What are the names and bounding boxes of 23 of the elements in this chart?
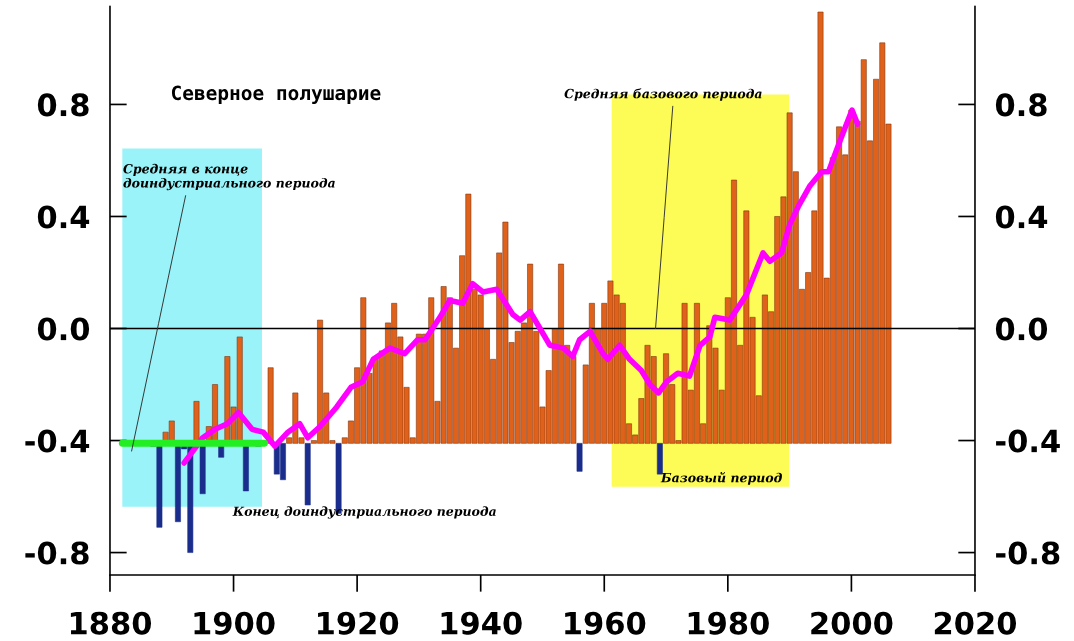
y-tick-label: 0.0 [37, 317, 90, 341]
x-tick-label: 2020 [934, 611, 1017, 635]
annotation: Средняя в конце доиндустриального периода [123, 163, 335, 191]
x-tick-label: 1920 [318, 611, 399, 635]
annotation: Базовый период [660, 471, 782, 485]
x-tick-label: 1980 [688, 611, 769, 635]
x-tick-label: 1940 [441, 611, 522, 635]
y2-tick-label: -0.8 [996, 541, 1060, 565]
y-tick-label: 0.4 [37, 205, 90, 229]
y2-tick-label: 0.0 [995, 317, 1048, 341]
x-tick-label: 1880 [70, 611, 152, 635]
y2-tick-label: -0.4 [996, 429, 1060, 453]
y2-tick-label: 0.4 [995, 205, 1048, 229]
y-tick-label: -0.8 [25, 541, 89, 565]
x-tick-label: 2000 [811, 611, 893, 635]
x-tick-label: 1960 [565, 611, 646, 635]
x-tick-label: 1900 [194, 611, 275, 635]
y-tick-label: -0.4 [25, 429, 90, 453]
text: Северное полушарие [171, 85, 381, 104]
annotation: Средняя базового периода [564, 88, 762, 101]
annotation: Конец доиндустриального периода [232, 506, 496, 519]
y2-tick-label: 0.8 [995, 93, 1047, 117]
y-tick-label: 0.8 [37, 93, 89, 117]
